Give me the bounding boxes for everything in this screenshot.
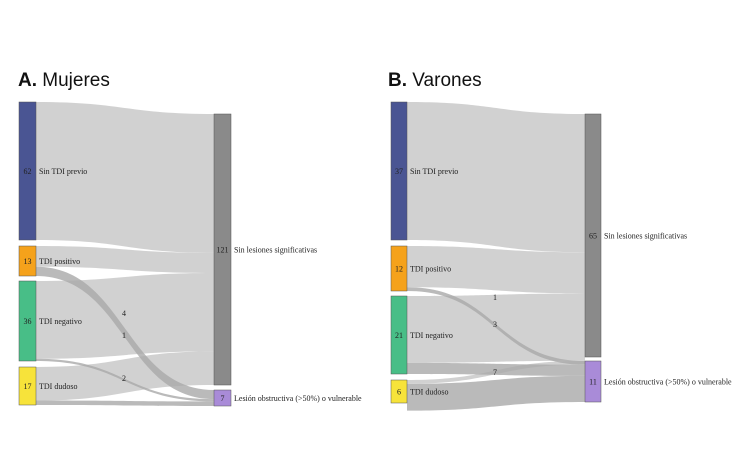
target-node-label: Sin lesiones significativas <box>604 232 687 241</box>
link-tdi-negativo-to-major <box>407 293 585 363</box>
link-tdi-positivo-to-minor <box>36 266 214 400</box>
source-node-label: TDI dudoso <box>39 382 77 391</box>
panel-a-sankey: 4 1 2 62 Sin TDI previo 13 TDI positivo 36 TDI n… <box>18 101 362 407</box>
panel-a-title: A. Mujeres <box>18 70 110 92</box>
target-node <box>584 113 602 358</box>
source-node-label: TDI negativo <box>39 317 82 326</box>
panel-b-name: Varones <box>412 70 482 91</box>
panel-b-letter: B. <box>388 70 407 91</box>
link-tdi-negativo-to-major <box>36 273 214 359</box>
link-value-label: 7 <box>493 368 497 377</box>
source-node-label: Sin TDI previo <box>39 167 87 176</box>
link-value-label: 3 <box>493 320 497 329</box>
target-node-label: Lesión obstructiva (>50%) o vulnerable <box>604 378 732 387</box>
source-node <box>18 101 37 241</box>
link-tdi-positivo-to-minor <box>407 287 585 365</box>
target-node-value: 11 <box>589 378 597 387</box>
panel-a-links <box>36 102 214 406</box>
panel-b-title: B. Varones <box>388 70 482 92</box>
target-node-value: 7 <box>221 394 225 403</box>
link-tdi-dudoso-to-major <box>36 351 214 401</box>
target-node-value: 65 <box>589 232 597 241</box>
link-value-label: 1 <box>122 331 126 340</box>
link-sin-tdi-previo-to-major <box>407 102 585 253</box>
link-tdi-positivo-to-major <box>407 246 585 294</box>
source-node-value: 13 <box>24 257 32 266</box>
panel-a-name: Mujeres <box>42 70 110 91</box>
source-node-value: 37 <box>395 167 403 176</box>
target-node <box>213 113 232 386</box>
source-node <box>390 295 408 375</box>
source-node-label: TDI positivo <box>39 257 80 266</box>
link-tdi-dudoso-to-minor <box>407 375 585 411</box>
panel-b-links <box>407 102 585 411</box>
panel-a-letter: A. <box>18 70 37 91</box>
link-value-label: 4 <box>122 309 126 318</box>
source-node <box>390 101 408 241</box>
target-node-value: 121 <box>217 246 229 255</box>
source-node <box>18 245 37 277</box>
source-node-value: 62 <box>24 167 32 176</box>
source-node-value: 12 <box>395 265 403 274</box>
source-node-value: 36 <box>24 317 32 326</box>
source-node-label: Sin TDI previo <box>410 167 458 176</box>
target-node <box>213 389 232 407</box>
source-node <box>18 366 37 406</box>
source-node <box>390 379 408 404</box>
link-tdi-positivo-to-major <box>36 246 214 274</box>
source-node-value: 17 <box>24 382 32 391</box>
link-value-label: 1 <box>493 293 497 302</box>
source-node-value: 6 <box>397 388 401 397</box>
target-node-label: Sin lesiones significativas <box>234 246 317 255</box>
link-sin-tdi-previo-to-major <box>36 102 214 253</box>
target-node-label: Lesión obstructiva (>50%) o vulnerable <box>234 394 362 403</box>
link-tdi-dudoso-to-minor <box>36 400 214 406</box>
link-tdi-negativo-to-minor <box>36 358 214 402</box>
source-node <box>390 245 408 292</box>
link-tdi-negativo-to-minor <box>407 362 585 376</box>
source-node-label: TDI dudoso <box>410 388 448 397</box>
target-node <box>584 360 602 403</box>
source-node-label: TDI negativo <box>410 331 453 340</box>
source-node-value: 21 <box>395 331 403 340</box>
link-value-label: 2 <box>122 374 126 383</box>
source-node <box>18 280 37 362</box>
source-node-label: TDI positivo <box>410 265 451 274</box>
